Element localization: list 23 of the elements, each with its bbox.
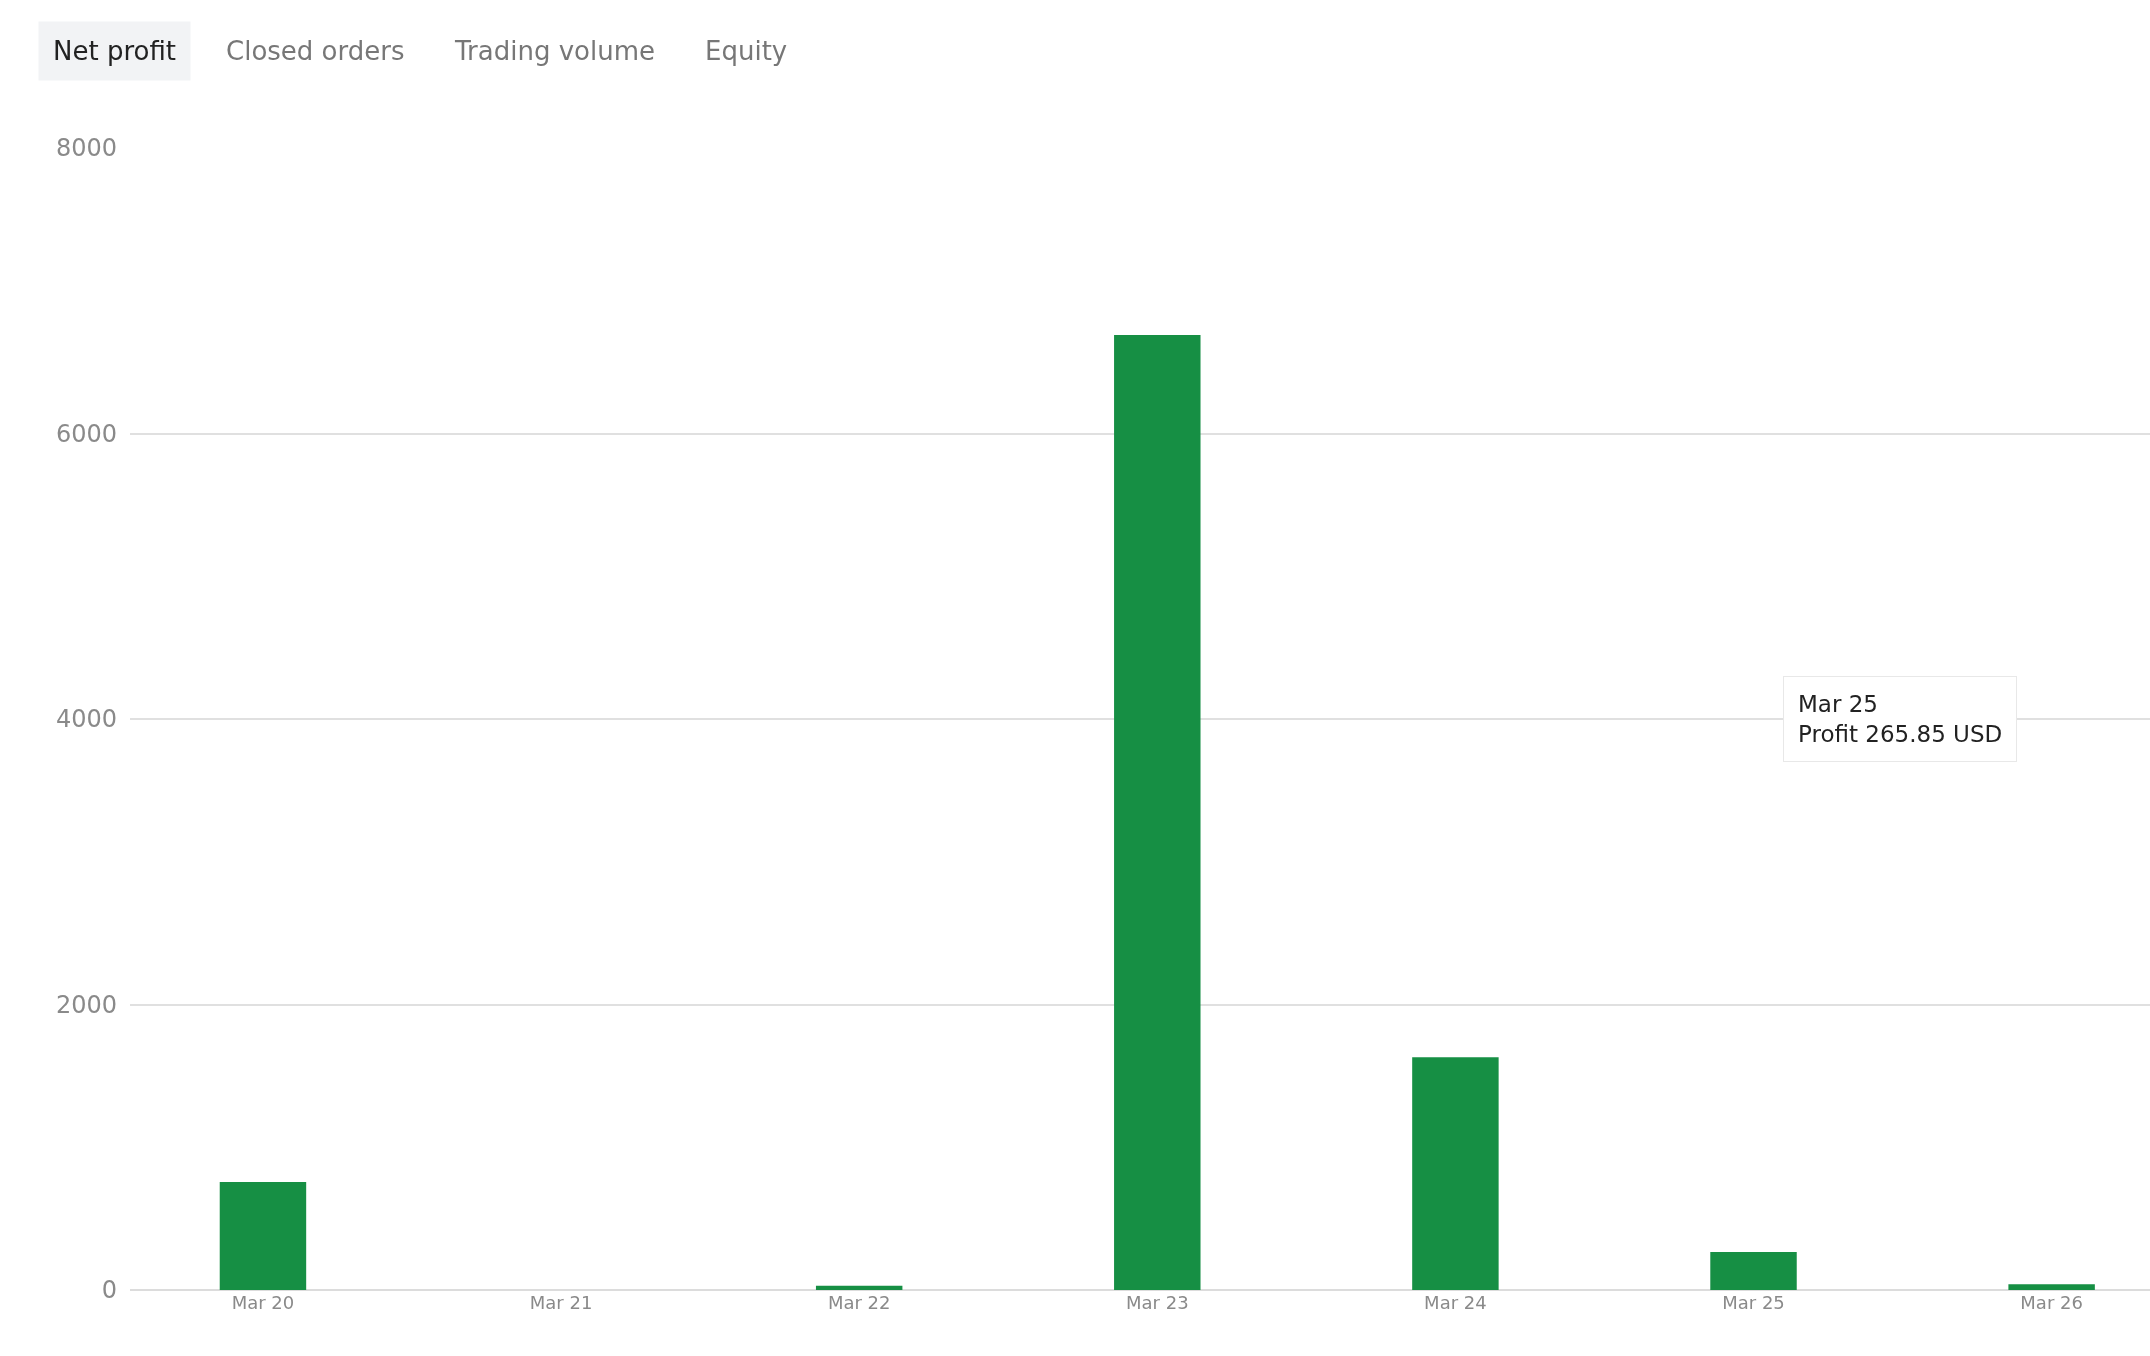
x-tick-label: Mar 24 [1424,1292,1487,1313]
x-tick-label: Mar 21 [529,1292,593,1313]
bar [2008,1284,2095,1290]
x-tick-label: Mar 20 [231,1292,295,1313]
y-tick-label: 2000 [55,990,117,1019]
annotation: Mar 25 Profit 265.85 USD [1798,691,2003,747]
y-tick-label: 6000 [55,419,117,448]
bar [219,1181,307,1290]
bar [815,1285,903,1290]
bar [1412,1057,1499,1290]
y-tick-label: 0 [101,1276,117,1305]
text: Closed orders [226,36,405,66]
x-tick-label: Mar 25 [1722,1292,1785,1313]
x-tick-label: Mar 22 [827,1292,891,1313]
bar [1710,1252,1797,1290]
bar [1114,335,1201,1290]
y-tick-label: 8000 [55,134,117,163]
text: Net profit [53,36,177,66]
x-tick-label: Mar 23 [1125,1292,1189,1313]
text: Trading volume [454,36,655,66]
y-tick-label: 4000 [55,705,117,734]
text: Equity [705,36,788,66]
x-tick-label: Mar 26 [2020,1292,2083,1313]
